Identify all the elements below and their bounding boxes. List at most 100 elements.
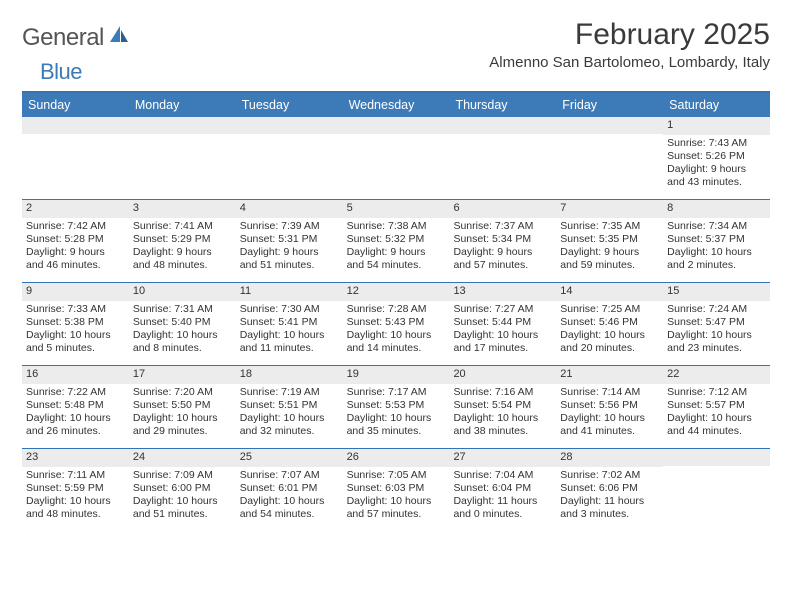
daylight-line: Daylight: 9 hours <box>667 163 766 176</box>
daylight-line: and 57 minutes. <box>453 259 552 272</box>
sunset-line: Sunset: 5:31 PM <box>240 233 339 246</box>
daylight-line: and 14 minutes. <box>347 342 446 355</box>
sunrise-line: Sunrise: 7:14 AM <box>560 386 659 399</box>
sunrise-line: Sunrise: 7:20 AM <box>133 386 232 399</box>
weekday-wednesday: Wednesday <box>343 93 450 117</box>
calendar-week: 16Sunrise: 7:22 AMSunset: 5:48 PMDayligh… <box>22 365 770 448</box>
calendar-day: 13 Sunrise: 7:27 AMSunset: 5:44 PMDayligh… <box>449 283 556 365</box>
weekday-tuesday: Tuesday <box>236 93 343 117</box>
day-number: 21 <box>556 366 663 384</box>
daylight-line: Daylight: 10 hours <box>347 412 446 425</box>
daylight-line: and 41 minutes. <box>560 425 659 438</box>
daylight-line: Daylight: 10 hours <box>26 412 125 425</box>
day-number: 2 <box>22 200 129 218</box>
sunset-line: Sunset: 5:29 PM <box>133 233 232 246</box>
daylight-line: and 54 minutes. <box>240 508 339 521</box>
day-number: 25 <box>236 449 343 467</box>
sunset-line: Sunset: 5:44 PM <box>453 316 552 329</box>
calendar-day: 10Sunrise: 7:31 AMSunset: 5:40 PMDayligh… <box>129 283 236 365</box>
empty-day <box>236 117 343 134</box>
sunrise-line: Sunrise: 7:07 AM <box>240 469 339 482</box>
daylight-line: Daylight: 9 hours <box>133 246 232 259</box>
day-number: 23 <box>22 449 129 467</box>
daylight-line: and 5 minutes. <box>26 342 125 355</box>
sunrise-line: Sunrise: 7:17 AM <box>347 386 446 399</box>
weekday-header-row: Sunday Monday Tuesday Wednesday Thursday… <box>22 93 770 117</box>
day-number: 10 <box>129 283 236 301</box>
calendar-day: 23Sunrise: 7:11 AMSunset: 5:59 PMDayligh… <box>22 449 129 531</box>
day-number: 5 <box>343 200 450 218</box>
calendar-day: 25 Sunrise: 7:07 AMSunset: 6:01 PMDayligh… <box>236 449 343 531</box>
sunrise-line: Sunrise: 7:37 AM <box>453 220 552 233</box>
daylight-line: and 26 minutes. <box>26 425 125 438</box>
daylight-line: Daylight: 10 hours <box>560 412 659 425</box>
day-number: 11 <box>236 283 343 301</box>
daylight-line: Daylight: 10 hours <box>453 329 552 342</box>
logo: General <box>22 18 132 52</box>
calendar-day: 3Sunrise: 7:41 AMSunset: 5:29 PMDaylight… <box>129 200 236 282</box>
calendar-day <box>343 117 450 199</box>
sunset-line: Sunset: 5:40 PM <box>133 316 232 329</box>
daylight-line: and 51 minutes. <box>133 508 232 521</box>
calendar-day: 21Sunrise: 7:14 AMSunset: 5:56 PMDayligh… <box>556 366 663 448</box>
daylight-line: Daylight: 11 hours <box>453 495 552 508</box>
sunrise-line: Sunrise: 7:09 AM <box>133 469 232 482</box>
sunrise-line: Sunrise: 7:04 AM <box>453 469 552 482</box>
daylight-line: Daylight: 10 hours <box>240 495 339 508</box>
sunrise-line: Sunrise: 7:31 AM <box>133 303 232 316</box>
sunrise-line: Sunrise: 7:28 AM <box>347 303 446 316</box>
sunset-line: Sunset: 5:26 PM <box>667 150 766 163</box>
sunrise-line: Sunrise: 7:35 AM <box>560 220 659 233</box>
sunset-line: Sunset: 5:47 PM <box>667 316 766 329</box>
day-number: 24 <box>129 449 236 467</box>
calendar-day: 6Sunrise: 7:37 AMSunset: 5:34 PMDaylight… <box>449 200 556 282</box>
daylight-line: Daylight: 10 hours <box>26 329 125 342</box>
calendar-day <box>22 117 129 199</box>
daylight-line: Daylight: 10 hours <box>347 329 446 342</box>
calendar-day: 5Sunrise: 7:38 AMSunset: 5:32 PMDaylight… <box>343 200 450 282</box>
sunrise-line: Sunrise: 7:16 AM <box>453 386 552 399</box>
daylight-line: Daylight: 9 hours <box>560 246 659 259</box>
day-number: 16 <box>22 366 129 384</box>
calendar-day <box>556 117 663 199</box>
daylight-line: and 3 minutes. <box>560 508 659 521</box>
daylight-line: Daylight: 10 hours <box>347 495 446 508</box>
daylight-line: and 57 minutes. <box>347 508 446 521</box>
weekday-sunday: Sunday <box>22 93 129 117</box>
daylight-line: and 32 minutes. <box>240 425 339 438</box>
sunset-line: Sunset: 6:03 PM <box>347 482 446 495</box>
daylight-line: and 8 minutes. <box>133 342 232 355</box>
title-block: February 2025 Almenno San Bartolomeo, Lo… <box>489 18 770 71</box>
daylight-line: Daylight: 11 hours <box>560 495 659 508</box>
weekday-saturday: Saturday <box>663 93 770 117</box>
calendar-day <box>449 117 556 199</box>
calendar-day: 26 Sunrise: 7:05 AMSunset: 6:03 PMDayligh… <box>343 449 450 531</box>
calendar-day <box>236 117 343 199</box>
day-number: 26 <box>343 449 450 467</box>
day-number: 8 <box>663 200 770 218</box>
weekday-friday: Friday <box>556 93 663 117</box>
calendar-day: 20Sunrise: 7:16 AMSunset: 5:54 PMDayligh… <box>449 366 556 448</box>
daylight-line: Daylight: 10 hours <box>667 329 766 342</box>
sunset-line: Sunset: 5:32 PM <box>347 233 446 246</box>
sunset-line: Sunset: 5:46 PM <box>560 316 659 329</box>
daylight-line: and 51 minutes. <box>240 259 339 272</box>
calendar-week: 23Sunrise: 7:11 AMSunset: 5:59 PMDayligh… <box>22 448 770 531</box>
day-number: 27 <box>449 449 556 467</box>
sunset-line: Sunset: 5:28 PM <box>26 233 125 246</box>
day-number: 13 <box>449 283 556 301</box>
sunrise-line: Sunrise: 7:27 AM <box>453 303 552 316</box>
empty-day <box>449 117 556 134</box>
calendar-day: 14Sunrise: 7:25 AMSunset: 5:46 PMDayligh… <box>556 283 663 365</box>
day-number: 3 <box>129 200 236 218</box>
sunrise-line: Sunrise: 7:05 AM <box>347 469 446 482</box>
sunset-line: Sunset: 6:00 PM <box>133 482 232 495</box>
calendar-day: 11Sunrise: 7:30 AMSunset: 5:41 PMDayligh… <box>236 283 343 365</box>
calendar-day <box>129 117 236 199</box>
day-number: 15 <box>663 283 770 301</box>
daylight-line: Daylight: 9 hours <box>26 246 125 259</box>
day-number: 6 <box>449 200 556 218</box>
day-number: 12 <box>343 283 450 301</box>
sunset-line: Sunset: 6:01 PM <box>240 482 339 495</box>
daylight-line: and 23 minutes. <box>667 342 766 355</box>
